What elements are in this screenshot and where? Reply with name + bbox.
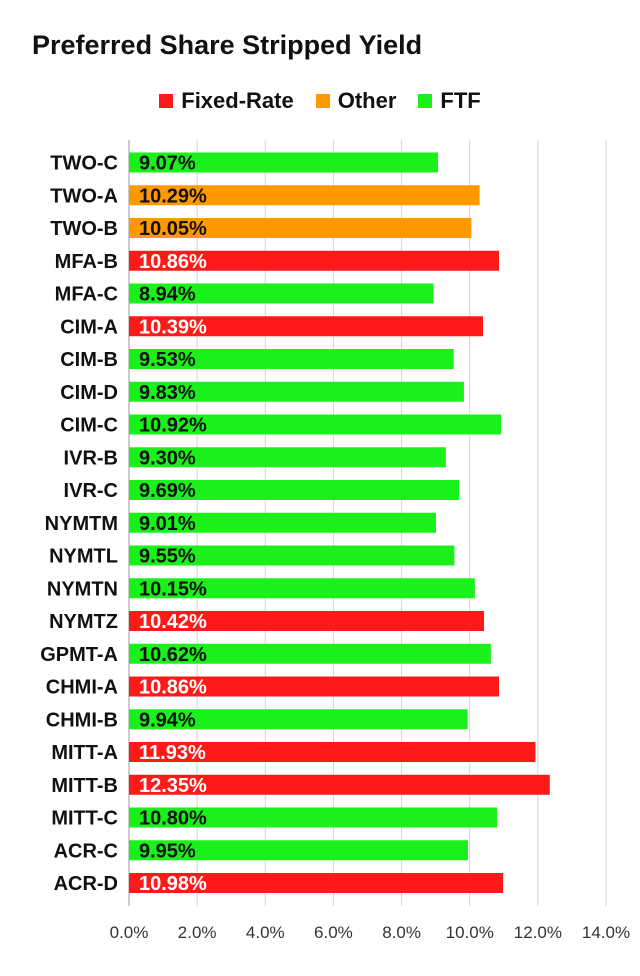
bar-nymtz (129, 611, 485, 631)
value-label-ivr-b: 9.30% (139, 447, 196, 469)
value-label-nymtl: 9.55% (139, 546, 196, 568)
value-label-two-b: 10.05% (139, 218, 207, 240)
value-label-gpmt-a: 10.62% (139, 644, 207, 666)
value-label-cim-c: 10.92% (139, 415, 207, 437)
category-label-two-a: TWO-A (50, 185, 118, 207)
category-label-cim-a: CIM-A (60, 316, 118, 338)
x-tick-label-6: 12.0% (514, 923, 562, 942)
category-label-nymtm: NYMTM (45, 513, 118, 535)
bar-acr-c (129, 840, 469, 861)
bar-mitt-c (129, 807, 497, 828)
bar-cim-b (129, 349, 454, 369)
value-label-acr-c: 9.95% (139, 840, 196, 862)
category-label-two-c: TWO-C (50, 153, 118, 175)
x-tick-label-3: 6.0% (314, 923, 353, 942)
bar-ivr-c (129, 480, 460, 500)
value-label-cim-b: 9.53% (139, 349, 196, 371)
bar-mfa-b (129, 250, 500, 271)
bar-cim-c (129, 414, 502, 435)
bar-mitt-a (129, 742, 536, 762)
legend-swatch-fixed-rate (159, 94, 174, 108)
bar-mfa-c (129, 283, 434, 304)
bar-gpmt-a (129, 643, 491, 664)
legend-item-ftf: FTF (418, 88, 481, 114)
category-label-mfa-b: MFA-B (55, 251, 118, 273)
legend: Fixed-Rate Other FTF (0, 88, 640, 114)
legend-item-fixed-rate: Fixed-Rate (159, 88, 294, 114)
value-label-mitt-b: 12.35% (139, 775, 207, 797)
category-label-mitt-c: MITT-C (51, 808, 118, 830)
legend-swatch-ftf (418, 94, 433, 108)
bar-ivr-b (129, 447, 446, 468)
legend-item-other: Other (315, 88, 397, 114)
category-label-two-b: TWO-B (50, 218, 118, 240)
category-label-mitt-a: MITT-A (51, 742, 118, 764)
category-label-chmi-a: CHMI-A (46, 677, 118, 699)
bar-two-b (129, 218, 472, 238)
category-label-acr-c: ACR-C (54, 840, 118, 862)
category-label-nymtz: NYMTZ (49, 611, 118, 633)
category-label-mitt-b: MITT-B (51, 775, 118, 797)
value-label-nymtn: 10.15% (139, 578, 207, 600)
value-label-mfa-b: 10.86% (139, 251, 207, 273)
value-label-mitt-a: 11.93% (139, 742, 206, 764)
value-label-ivr-c: 9.69% (139, 480, 196, 502)
bar-acr-d (129, 873, 504, 893)
legend-label-fixed-rate: Fixed-Rate (181, 88, 294, 113)
value-label-chmi-b: 9.94% (139, 709, 196, 731)
bar-cim-a (129, 316, 484, 337)
category-label-acr-d: ACR-D (54, 873, 118, 895)
bar-cim-d (129, 381, 464, 402)
category-label-gpmt-a: GPMT-A (40, 644, 118, 666)
bar-two-a (129, 185, 480, 206)
category-label-cim-d: CIM-D (60, 382, 118, 404)
category-label-chmi-b: CHMI-B (46, 709, 118, 731)
category-label-cim-c: CIM-C (60, 415, 118, 437)
category-label-ivr-b: IVR-B (64, 447, 118, 469)
bar-nymtm (129, 512, 436, 533)
legend-label-ftf: FTF (440, 88, 481, 113)
category-label-mfa-c: MFA-C (55, 284, 118, 306)
chart-title: Preferred Share Stripped Yield (32, 30, 423, 60)
value-label-nymtm: 9.01% (139, 513, 196, 535)
value-label-mfa-c: 8.94% (139, 284, 196, 306)
category-label-ivr-c: IVR-C (64, 480, 118, 502)
category-label-cim-b: CIM-B (60, 349, 118, 371)
x-tick-label-5: 10.0% (446, 923, 494, 942)
value-label-acr-d: 10.98% (139, 873, 207, 895)
value-label-nymtz: 10.42% (139, 611, 207, 633)
legend-swatch-other (315, 94, 330, 108)
bar-two-c (129, 152, 439, 173)
value-label-cim-a: 10.39% (139, 316, 207, 338)
bar-chmi-a (129, 676, 500, 697)
value-label-chmi-a: 10.86% (139, 677, 207, 699)
x-tick-label-4: 8.0% (382, 923, 421, 942)
x-tick-label-1: 2.0% (178, 923, 217, 942)
bar-nymtl (129, 545, 455, 566)
category-label-nymtl: NYMTL (49, 546, 118, 568)
bar-chmi-b (129, 709, 468, 730)
x-tick-label-7: 14.0% (582, 923, 630, 942)
bar-nymtn (129, 578, 475, 599)
bar-mitt-b (129, 774, 550, 795)
x-tick-label-2: 4.0% (246, 923, 285, 942)
value-label-mitt-c: 10.80% (139, 808, 207, 830)
value-label-two-c: 9.07% (139, 153, 196, 175)
value-label-two-a: 10.29% (139, 185, 207, 207)
x-tick-label-0: 0.0% (110, 923, 149, 942)
category-label-nymtn: NYMTN (47, 578, 118, 600)
legend-label-other: Other (337, 88, 397, 113)
value-label-cim-d: 9.83% (139, 382, 196, 404)
